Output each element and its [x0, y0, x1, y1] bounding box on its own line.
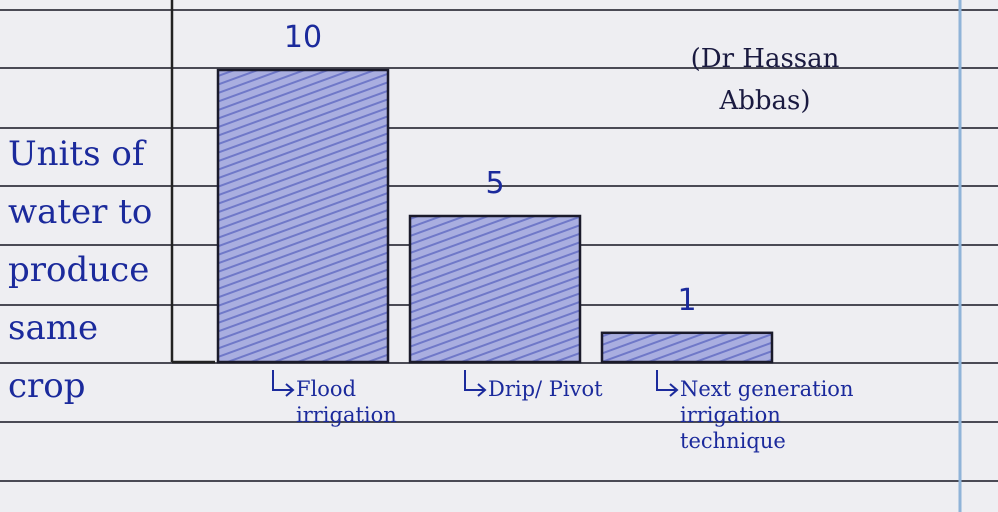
x-tick-label: Flood irrigation [296, 377, 397, 427]
label-arrow [656, 370, 679, 397]
y-axis-label: Units of water to produce same crop [8, 134, 153, 406]
x-tick-label: Next generation irrigation technique [680, 377, 854, 453]
annotation: (Dr Hassan Abbas) [690, 44, 840, 116]
bar [600, 331, 774, 364]
label-arrow [464, 370, 487, 397]
label-arrow [272, 370, 295, 397]
value-label: 1 [677, 282, 697, 318]
value-label: 10 [283, 20, 323, 55]
bar [216, 68, 390, 364]
value-label: 5 [485, 166, 505, 201]
bar [408, 214, 582, 364]
x-tick-label: Drip/ Pivot [488, 377, 603, 401]
